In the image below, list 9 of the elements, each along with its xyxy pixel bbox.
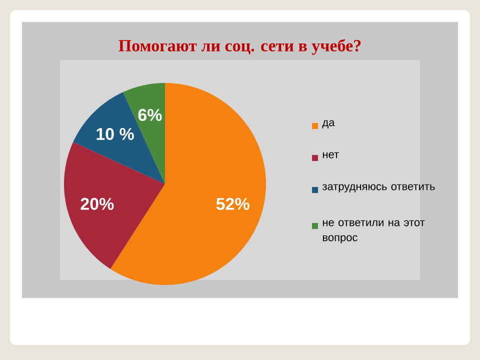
chart-title: Помогают ли соц. сети в учебе? xyxy=(118,39,361,55)
legend-label: не ответили на этот вопрос xyxy=(322,220,425,244)
data-label: 20% xyxy=(80,198,114,210)
legend-label: нет xyxy=(322,152,339,158)
legend-label: да xyxy=(322,120,335,128)
data-label: 10 % xyxy=(96,128,134,140)
legend-label: затрудняюсь ответить xyxy=(322,184,435,192)
data-label: 6% xyxy=(138,108,162,121)
data-label: 52% xyxy=(216,198,250,210)
